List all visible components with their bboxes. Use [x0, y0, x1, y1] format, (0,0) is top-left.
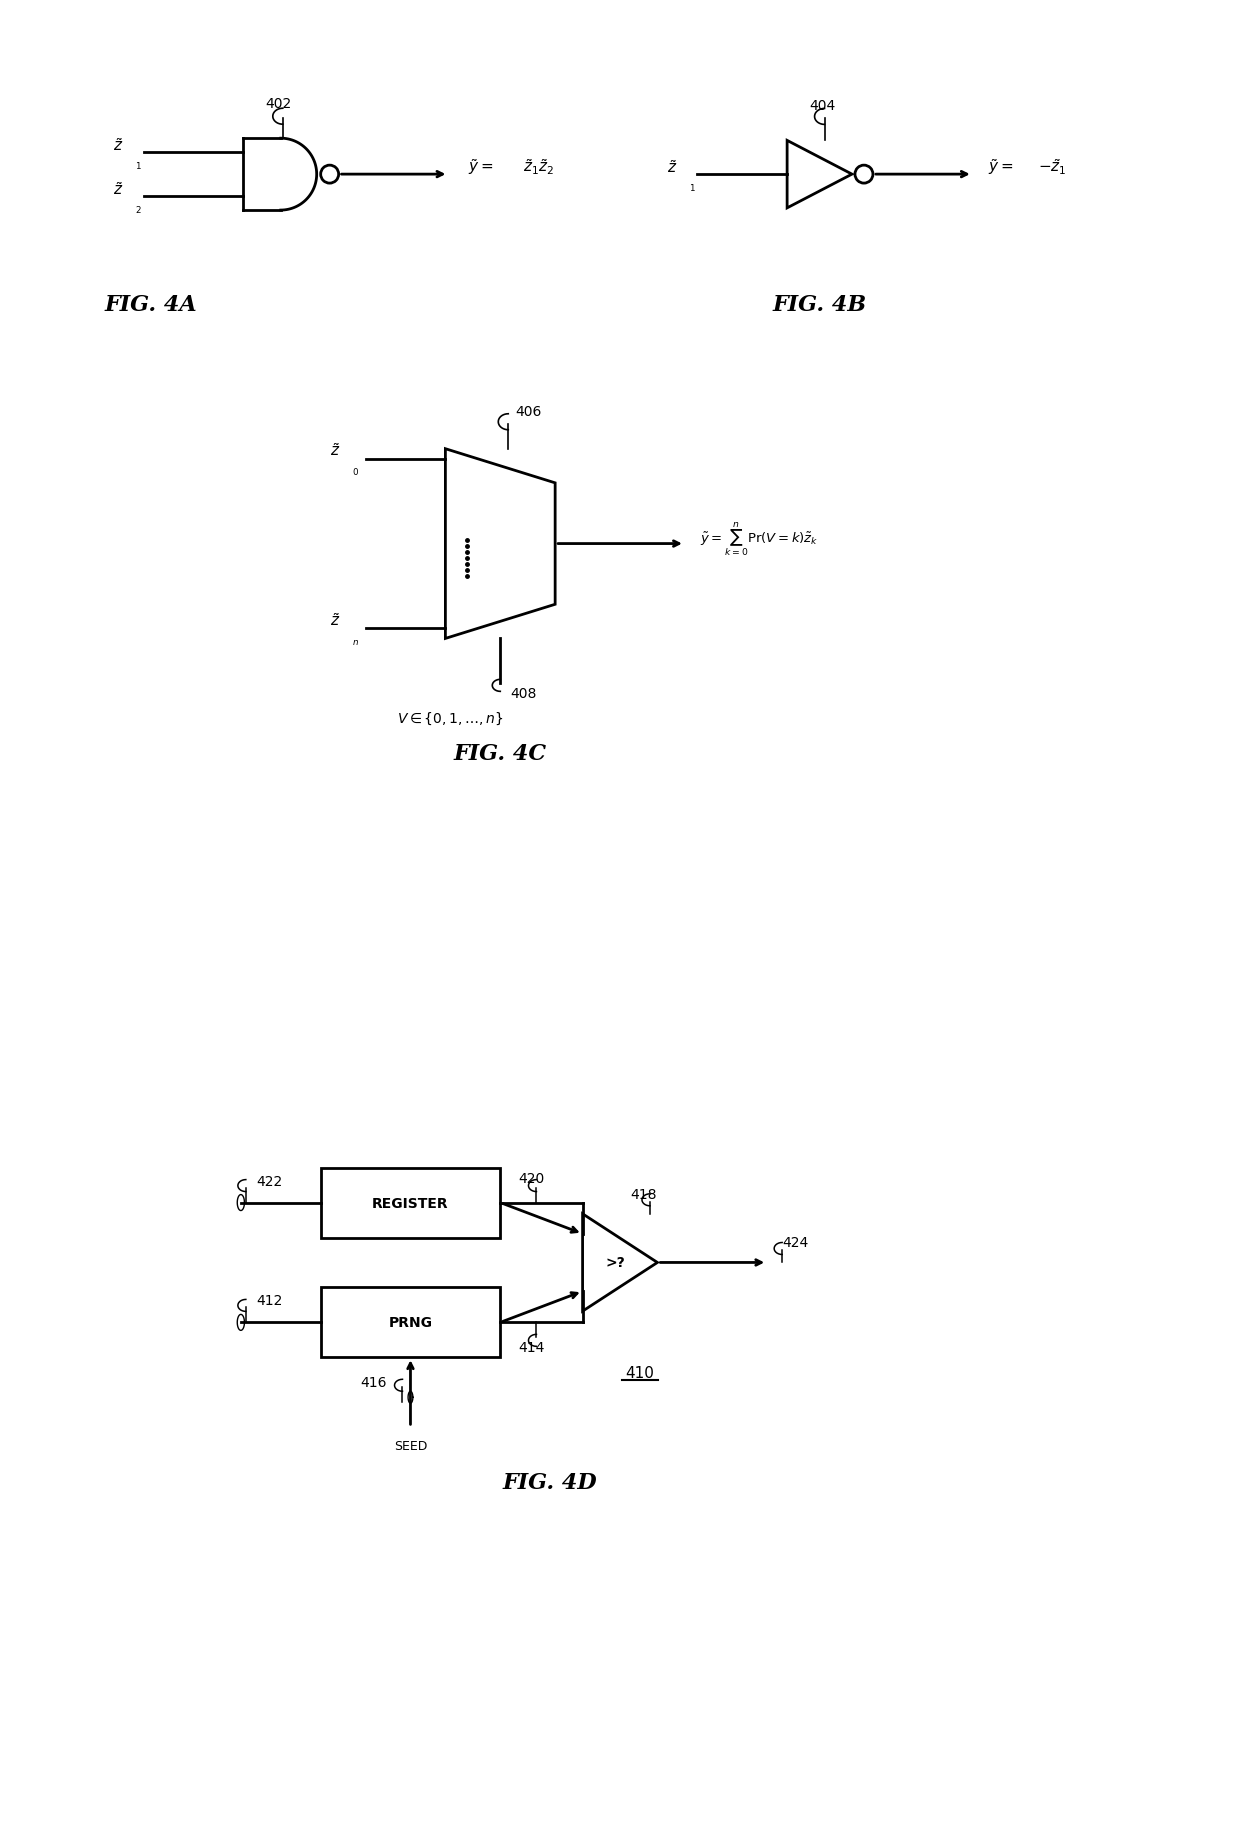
Text: $\tilde{z}_1\tilde{z}_2$: $\tilde{z}_1\tilde{z}_2$ — [523, 157, 554, 177]
Text: $\tilde{y}=$: $\tilde{y}=$ — [469, 157, 494, 177]
Text: 420: 420 — [518, 1170, 544, 1185]
Text: $\tilde{z}$: $\tilde{z}$ — [114, 180, 124, 197]
Text: 406: 406 — [516, 405, 542, 419]
Text: 414: 414 — [518, 1340, 544, 1354]
Text: >?: >? — [605, 1256, 625, 1271]
Text: 408: 408 — [510, 687, 537, 702]
Text: $\tilde{z}$: $\tilde{z}$ — [667, 159, 677, 175]
Text: 404: 404 — [810, 100, 836, 113]
Bar — [321, 1287, 500, 1358]
Text: FIG. 4A: FIG. 4A — [104, 294, 197, 315]
Text: $\tilde{z}$: $\tilde{z}$ — [331, 613, 341, 629]
Text: $\tilde{z}$: $\tilde{z}$ — [114, 137, 124, 153]
Text: $V\in\{0,1,\ldots,n\}$: $V\in\{0,1,\ldots,n\}$ — [397, 711, 503, 727]
Text: $\tilde{y}=\sum_{k=0}^{n}\Pr(V=k)\tilde{z}_k$: $\tilde{y}=\sum_{k=0}^{n}\Pr(V=k)\tilde{… — [699, 520, 818, 558]
Text: $_0$: $_0$ — [352, 465, 360, 478]
Text: $\tilde{y}=$: $\tilde{y}=$ — [988, 157, 1013, 177]
Text: 402: 402 — [265, 97, 293, 111]
Text: 416: 416 — [361, 1376, 387, 1389]
Text: $_2$: $_2$ — [135, 202, 141, 215]
Text: 418: 418 — [630, 1187, 656, 1201]
Text: $_1$: $_1$ — [135, 159, 143, 171]
Text: 422: 422 — [255, 1174, 281, 1189]
Text: FIG. 4D: FIG. 4D — [503, 1471, 598, 1493]
Text: $\tilde{z}$: $\tilde{z}$ — [331, 441, 341, 459]
Bar — [321, 1169, 500, 1238]
Text: 424: 424 — [782, 1236, 808, 1251]
Text: PRNG: PRNG — [388, 1316, 433, 1329]
Text: 410: 410 — [625, 1365, 655, 1380]
Text: 412: 412 — [255, 1294, 283, 1307]
Text: $-\tilde{z}_1$: $-\tilde{z}_1$ — [1038, 157, 1066, 177]
Text: SEED: SEED — [394, 1438, 427, 1451]
Text: FIG. 4C: FIG. 4C — [454, 742, 547, 766]
Text: FIG. 4B: FIG. 4B — [773, 294, 867, 315]
Text: REGISTER: REGISTER — [372, 1196, 449, 1210]
Text: $_1$: $_1$ — [689, 180, 696, 193]
Text: $_n$: $_n$ — [352, 634, 360, 647]
